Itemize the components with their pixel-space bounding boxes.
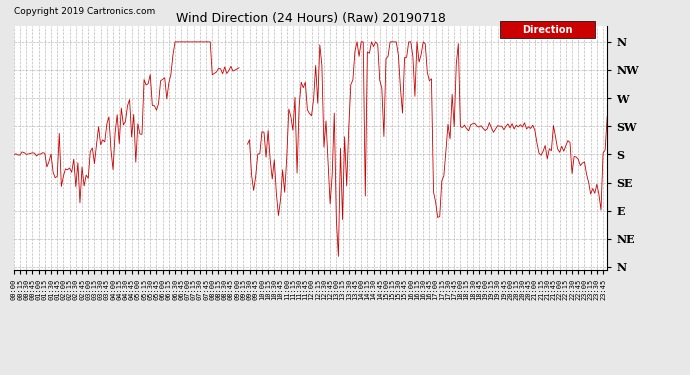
FancyBboxPatch shape bbox=[500, 21, 595, 39]
Text: Direction: Direction bbox=[522, 25, 573, 35]
Title: Wind Direction (24 Hours) (Raw) 20190718: Wind Direction (24 Hours) (Raw) 20190718 bbox=[175, 12, 446, 25]
Text: Copyright 2019 Cartronics.com: Copyright 2019 Cartronics.com bbox=[14, 8, 155, 16]
